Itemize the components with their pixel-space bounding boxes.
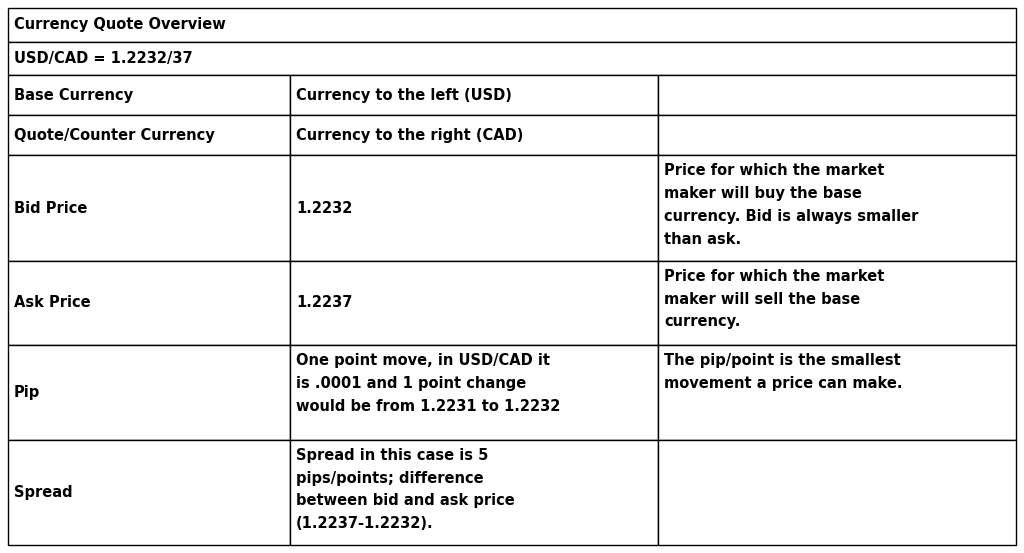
Text: Ask Price: Ask Price	[14, 295, 91, 310]
Bar	[290, 75, 658, 116]
Bar	[290, 116, 658, 155]
Bar	[290, 345, 658, 440]
Text: USD/CAD = 1.2232/37: USD/CAD = 1.2232/37	[14, 51, 193, 66]
Text: 1.2237: 1.2237	[296, 295, 352, 310]
Text: Quote/Counter Currency: Quote/Counter Currency	[14, 128, 215, 143]
Bar	[8, 155, 290, 260]
Text: Bid Price: Bid Price	[14, 201, 87, 216]
Bar	[658, 440, 1016, 545]
Text: 1.2232: 1.2232	[296, 201, 352, 216]
Bar	[8, 116, 290, 155]
Bar	[658, 345, 1016, 440]
Bar	[290, 440, 658, 545]
Bar	[658, 260, 1016, 345]
Text: The pip/point is the smallest
movement a price can make.: The pip/point is the smallest movement a…	[665, 353, 903, 391]
Text: Spread in this case is 5
pips/points; difference
between bid and ask price
(1.22: Spread in this case is 5 pips/points; di…	[296, 448, 515, 531]
Bar	[290, 155, 658, 260]
Text: Currency to the right (CAD): Currency to the right (CAD)	[296, 128, 523, 143]
Bar	[8, 75, 290, 116]
Text: Spread: Spread	[14, 485, 73, 500]
Text: Pip: Pip	[14, 385, 40, 400]
Bar	[8, 440, 290, 545]
Bar	[8, 41, 1016, 75]
Text: Base Currency: Base Currency	[14, 88, 133, 103]
Text: Price for which the market
maker will buy the base
currency. Bid is always small: Price for which the market maker will bu…	[665, 164, 919, 247]
Text: Currency Quote Overview: Currency Quote Overview	[14, 17, 225, 32]
Text: Price for which the market
maker will sell the base
currency.: Price for which the market maker will se…	[665, 269, 885, 329]
Bar	[658, 116, 1016, 155]
Bar	[8, 260, 290, 345]
Bar	[8, 345, 290, 440]
Bar	[658, 75, 1016, 116]
Bar	[658, 155, 1016, 260]
Text: Currency to the left (USD): Currency to the left (USD)	[296, 88, 512, 103]
Text: One point move, in USD/CAD it
is .0001 and 1 point change
would be from 1.2231 t: One point move, in USD/CAD it is .0001 a…	[296, 353, 560, 414]
Bar	[290, 260, 658, 345]
Bar	[8, 8, 1016, 41]
